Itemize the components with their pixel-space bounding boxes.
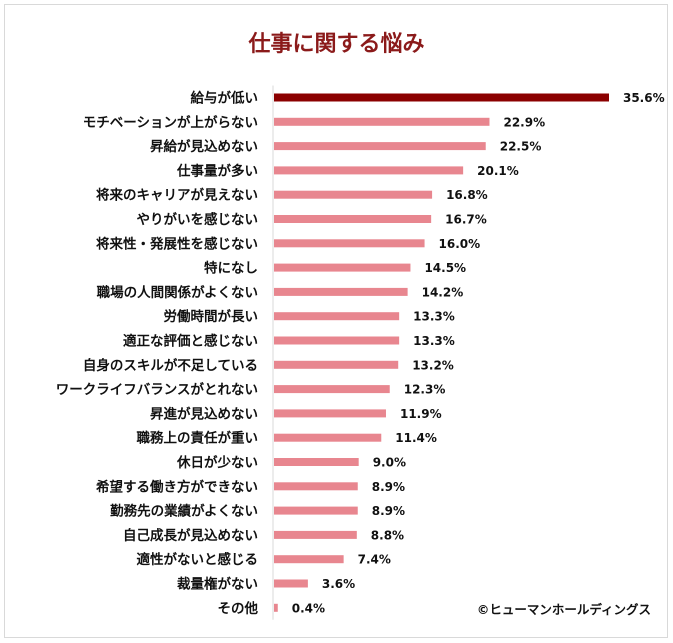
bar — [274, 166, 464, 175]
bar — [274, 506, 358, 515]
category-label: 仕事量が多い — [176, 162, 258, 179]
category-label: 給与が低い — [191, 90, 259, 107]
data-label: 16.8% — [446, 188, 488, 202]
bar — [274, 239, 425, 248]
category-label: その他 — [218, 600, 259, 617]
bar — [274, 555, 344, 564]
category-label: 職務上の責任が重い — [137, 430, 259, 447]
data-label: 14.5% — [424, 261, 466, 275]
bar — [274, 482, 358, 491]
category-label: 将来性・発展性を感じない — [96, 235, 258, 252]
bar — [274, 312, 400, 321]
copyright-credit: ©ヒューマンホールディングス — [476, 602, 651, 617]
data-label: 11.9% — [400, 407, 442, 421]
data-label: 35.6% — [623, 91, 665, 105]
category-label: 昇給が見込めない — [150, 138, 258, 155]
bar — [274, 603, 278, 612]
data-label: 7.4% — [358, 553, 391, 567]
data-label: 3.6% — [322, 577, 355, 591]
category-label: 自身のスキルが不足している — [83, 357, 258, 374]
data-label: 16.0% — [439, 237, 481, 251]
bar — [274, 579, 308, 588]
data-label: 12.3% — [404, 383, 446, 397]
category-label: 職場の人間関係がよくない — [97, 284, 258, 301]
category-label: 将来のキャリアが見えない — [96, 187, 258, 204]
data-label: 20.1% — [477, 164, 519, 178]
category-label: 適正な評価と感じない — [123, 333, 258, 350]
data-label: 22.5% — [500, 140, 542, 154]
category-label: 裁量権がない — [177, 576, 258, 593]
bar — [274, 409, 386, 418]
data-label: 8.9% — [372, 504, 405, 518]
data-label: 13.3% — [413, 334, 455, 348]
bar — [274, 360, 399, 369]
bar — [274, 336, 400, 345]
bar — [274, 263, 411, 272]
category-label: 希望する働き方ができない — [96, 478, 258, 495]
category-label: 労働時間が長い — [164, 308, 259, 325]
data-label: 8.8% — [371, 528, 404, 542]
category-label: 自己成長が見込めない — [123, 527, 258, 544]
chart-title: 仕事に関する悩み — [248, 32, 425, 57]
category-label: 休日が少ない — [176, 454, 258, 471]
bar — [274, 530, 357, 539]
data-label: 11.4% — [395, 431, 437, 445]
data-label: 16.7% — [445, 213, 487, 227]
bar — [274, 117, 490, 126]
bar — [274, 287, 408, 296]
category-label: 勤務先の業績がよくない — [110, 503, 258, 520]
data-label: 13.3% — [413, 310, 455, 324]
bar — [274, 433, 382, 442]
category-label: ワークライフバランスがとれない — [56, 381, 258, 398]
category-label: 昇進が見込めない — [150, 405, 258, 422]
bar — [274, 93, 609, 102]
category-label: 適性がないと感じる — [137, 551, 259, 568]
data-label: 13.2% — [412, 358, 454, 372]
category-label: モチベーションが上がらない — [83, 114, 258, 131]
category-label: やりがいを感じない — [137, 211, 259, 228]
data-label: 0.4% — [292, 601, 325, 615]
bar — [274, 385, 390, 394]
bar — [274, 190, 433, 199]
category-label: 特になし — [204, 260, 258, 277]
data-label: 14.2% — [422, 285, 464, 299]
data-label: 22.9% — [503, 115, 545, 129]
bar — [274, 215, 432, 223]
chart-frame — [4, 4, 668, 638]
bar — [274, 458, 359, 466]
data-label: 9.0% — [373, 456, 406, 470]
bar — [274, 142, 486, 151]
data-label: 8.9% — [372, 480, 405, 494]
